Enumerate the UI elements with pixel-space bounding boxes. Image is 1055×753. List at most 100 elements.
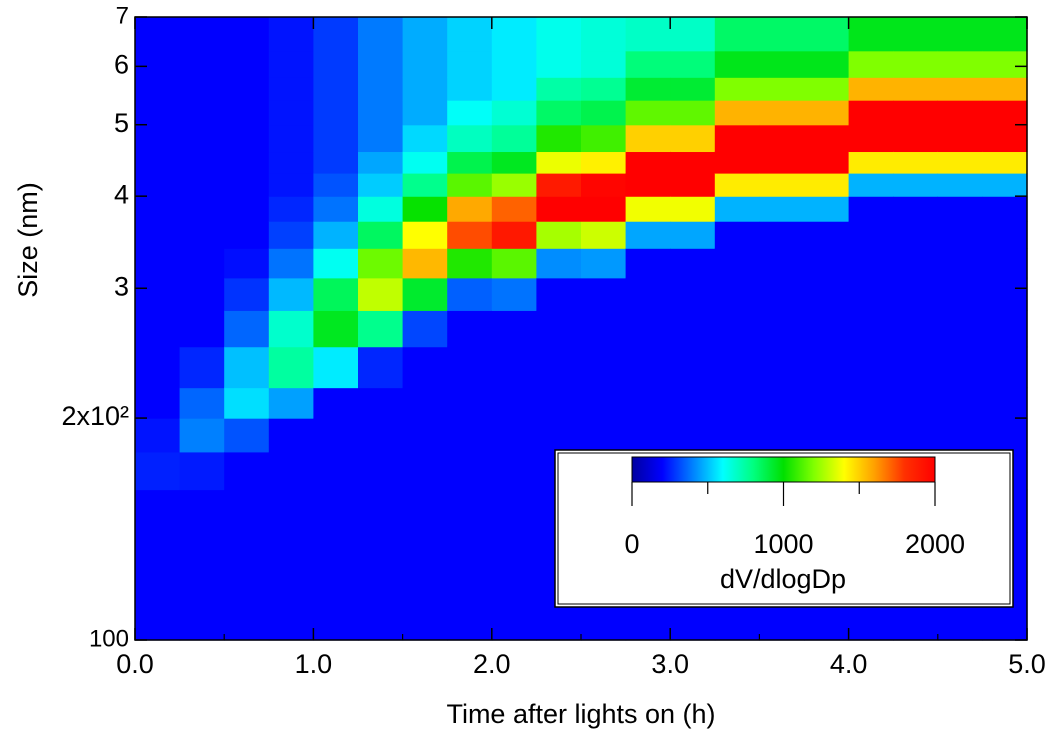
- heatmap-cell: [313, 387, 359, 419]
- heatmap-cell: [804, 418, 850, 453]
- heatmap-cell: [402, 451, 448, 491]
- heatmap-cell: [670, 310, 716, 348]
- heatmap-cell: [848, 50, 894, 78]
- heatmap-cell: [313, 100, 359, 126]
- heatmap-cell: [313, 17, 359, 52]
- heatmap-cell: [268, 173, 314, 197]
- heatmap-cell: [313, 277, 359, 311]
- heatmap-cell: [625, 17, 671, 52]
- heatmap-cell: [804, 50, 850, 78]
- heatmap-cell: [447, 196, 493, 222]
- heatmap-cell: [135, 50, 181, 78]
- heatmap-cell: [268, 346, 314, 389]
- heatmap-cell: [135, 196, 181, 222]
- x-tick-label: 5.0: [1008, 649, 1046, 679]
- heatmap-cell: [625, 124, 671, 153]
- heatmap-cell: [893, 248, 939, 279]
- heatmap-cell: [447, 532, 493, 583]
- heatmap-cell: [937, 346, 983, 389]
- heatmap-cell: [313, 248, 359, 279]
- heatmap-cell: [581, 221, 627, 249]
- heatmap-cell: [982, 387, 1028, 419]
- heatmap-cell: [447, 17, 493, 52]
- heatmap-cell: [268, 221, 314, 249]
- heatmap-cell: [937, 277, 983, 311]
- heatmap-cell: [313, 532, 359, 583]
- heatmap-cell: [804, 387, 850, 419]
- heatmap-cell: [179, 451, 225, 491]
- heatmap-cell: [848, 221, 894, 249]
- heatmap-cell: [135, 277, 181, 311]
- heatmap-cell: [536, 124, 582, 153]
- heatmap-cell: [848, 277, 894, 311]
- heatmap-cell: [135, 173, 181, 197]
- heatmap-cell: [402, 310, 448, 348]
- heatmap-cell: [536, 151, 582, 174]
- heatmap-cell: [625, 173, 671, 197]
- heatmap-cell: [179, 17, 225, 52]
- heatmap-cell: [402, 581, 448, 641]
- heatmap-cell: [402, 196, 448, 222]
- heatmap-cell: [937, 387, 983, 419]
- heatmap-cell: [670, 346, 716, 389]
- heatmap-cell: [358, 50, 404, 78]
- heatmap-cell: [313, 77, 359, 101]
- heatmap-cell: [491, 124, 537, 153]
- heatmap-cell: [268, 581, 314, 641]
- heatmap-cell: [313, 196, 359, 222]
- heatmap-cell: [536, 277, 582, 311]
- heatmap-cell: [804, 248, 850, 279]
- heatmap-cell: [402, 17, 448, 52]
- heatmap-cell: [848, 100, 894, 126]
- heatmap-cell: [224, 77, 270, 101]
- heatmap-cell: [714, 124, 760, 153]
- heatmap-cell: [268, 387, 314, 419]
- heatmap-cell: [536, 248, 582, 279]
- heatmap-cell: [179, 387, 225, 419]
- heatmap-cell: [581, 17, 627, 52]
- heatmap-cell: [491, 418, 537, 453]
- heatmap-cell: [268, 248, 314, 279]
- heatmap-cell: [491, 346, 537, 389]
- heatmap-cell: [625, 277, 671, 311]
- heatmap-cell: [714, 418, 760, 453]
- heatmap-cell: [402, 124, 448, 153]
- heatmap-cell: [670, 77, 716, 101]
- heatmap-cell: [491, 277, 537, 311]
- heatmap-cell: [804, 17, 850, 52]
- heatmap-cell: [937, 173, 983, 197]
- heatmap-cell: [804, 310, 850, 348]
- heatmap-cell: [848, 173, 894, 197]
- heatmap-cell: [179, 124, 225, 153]
- heatmap-cell: [714, 17, 760, 52]
- heatmap-cell: [536, 77, 582, 101]
- heatmap-cell: [625, 196, 671, 222]
- heatmap-cell: [224, 221, 270, 249]
- heatmap-cell: [179, 418, 225, 453]
- heatmap-cell: [491, 387, 537, 419]
- heatmap-cell: [358, 489, 404, 533]
- heatmap-cell: [893, 310, 939, 348]
- heatmap-cell: [179, 77, 225, 101]
- heatmap-cell: [179, 100, 225, 126]
- heatmap-cell: [179, 196, 225, 222]
- heatmap-cell: [268, 277, 314, 311]
- heatmap-cell: [491, 100, 537, 126]
- x-tick-label: 4.0: [830, 649, 868, 679]
- colorbar-tick-label: 1000: [753, 529, 813, 559]
- heatmap-cell: [893, 221, 939, 249]
- heatmap-cell: [447, 100, 493, 126]
- heatmap-cell: [982, 248, 1028, 279]
- heatmap-cell: [893, 77, 939, 101]
- heatmap-cell: [804, 277, 850, 311]
- heatmap-cell: [268, 77, 314, 101]
- heatmap-cell: [135, 581, 181, 641]
- heatmap-cell: [581, 248, 627, 279]
- y-tick-label: 100: [89, 625, 129, 652]
- heatmap-cell: [135, 451, 181, 491]
- heatmap-cell: [224, 310, 270, 348]
- heatmap-cell: [625, 50, 671, 78]
- heatmap-cell: [982, 196, 1028, 222]
- heatmap-cell: [313, 221, 359, 249]
- heatmap-cell: [670, 277, 716, 311]
